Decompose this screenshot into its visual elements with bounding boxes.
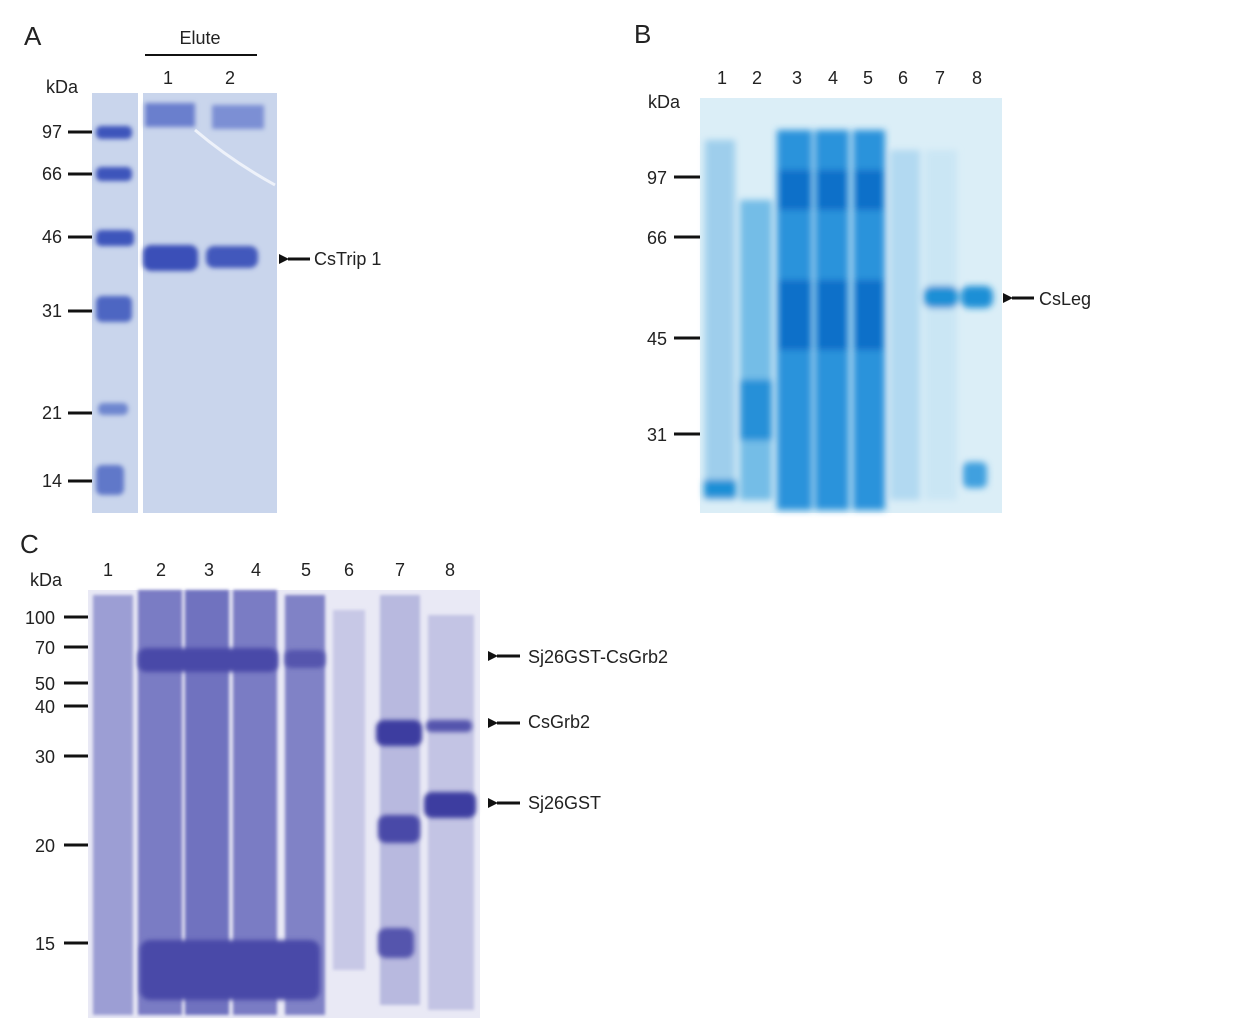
panel-c-lane-label: 8 — [445, 560, 455, 580]
marker-label: 20 — [35, 836, 55, 856]
panel-c-lane-label: 5 — [301, 560, 311, 580]
marker-label: 21 — [42, 403, 62, 423]
panel-c-letter: C — [20, 529, 39, 559]
panel-b-lane-label: 8 — [972, 68, 982, 88]
panel-b-lane-label: 6 — [898, 68, 908, 88]
marker-label: 66 — [647, 228, 667, 248]
marker-label: 31 — [42, 301, 62, 321]
panel-c-annotation: Sj26GST — [528, 793, 601, 813]
marker-label: 30 — [35, 747, 55, 767]
panel-c-lane-label: 6 — [344, 560, 354, 580]
panel-b-letter: B — [634, 19, 651, 49]
marker-label: 50 — [35, 674, 55, 694]
marker-label: 97 — [42, 122, 62, 142]
panel-b-bands — [704, 130, 993, 510]
panel-b-annotation: CsLeg — [1039, 289, 1091, 309]
marker-label: 31 — [647, 425, 667, 445]
panel-a-lane-label: 2 — [225, 68, 235, 88]
panel-b-lane-label: 1 — [717, 68, 727, 88]
panel-c-kda-label: kDa — [30, 570, 63, 590]
panel-c-lane-label: 7 — [395, 560, 405, 580]
panel-b-lane-label: 2 — [752, 68, 762, 88]
marker-label: 66 — [42, 164, 62, 184]
panel-a-markers: 97 66 46 31 21 14 — [42, 122, 92, 491]
marker-label: 97 — [647, 168, 667, 188]
panel-a-bands — [96, 103, 264, 495]
panel-c-strong-bands — [138, 648, 476, 1000]
panel-b-lane-label: 3 — [792, 68, 802, 88]
panel-c-lane-label: 2 — [156, 560, 166, 580]
marker-label: 14 — [42, 471, 62, 491]
marker-label: 46 — [42, 227, 62, 247]
marker-label: 100 — [25, 608, 55, 628]
panel-c-lane-label: 1 — [103, 560, 113, 580]
marker-label: 15 — [35, 934, 55, 954]
panel-c-lane-label: 3 — [204, 560, 214, 580]
panel-c-annotation: Sj26GST-CsGrb2 — [528, 647, 668, 667]
marker-label: 45 — [647, 329, 667, 349]
panel-b-lane-label: 7 — [935, 68, 945, 88]
panel-c-lane-label: 4 — [251, 560, 261, 580]
panel-b-kda-label: kDa — [648, 92, 681, 112]
panel-a-kda-label: kDa — [46, 77, 79, 97]
marker-label: 70 — [35, 638, 55, 658]
panel-b: B 1 2 3 4 5 6 7 8 kDa — [634, 19, 1091, 513]
panel-a: A Elute 1 2 kDa 97 6 — [24, 21, 381, 513]
panel-a-gel — [143, 93, 277, 513]
panel-a-lane-label: 1 — [163, 68, 173, 88]
panel-b-markers: 97 66 45 31 — [647, 168, 700, 445]
marker-label: 40 — [35, 697, 55, 717]
panel-c-markers: 100 70 50 40 30 20 15 — [25, 608, 88, 954]
panel-c-annotation: CsGrb2 — [528, 712, 590, 732]
panel-b-lane-label: 4 — [828, 68, 838, 88]
panel-a-letter: A — [24, 21, 42, 51]
panel-b-lane-label: 5 — [863, 68, 873, 88]
panel-a-gel-crack — [194, 128, 276, 187]
panel-c: C 1 2 3 4 5 6 7 8 kDa — [20, 529, 668, 1018]
panel-a-elute-label: Elute — [179, 28, 220, 48]
panel-a-annotation: CsTrip 1 — [314, 249, 381, 269]
